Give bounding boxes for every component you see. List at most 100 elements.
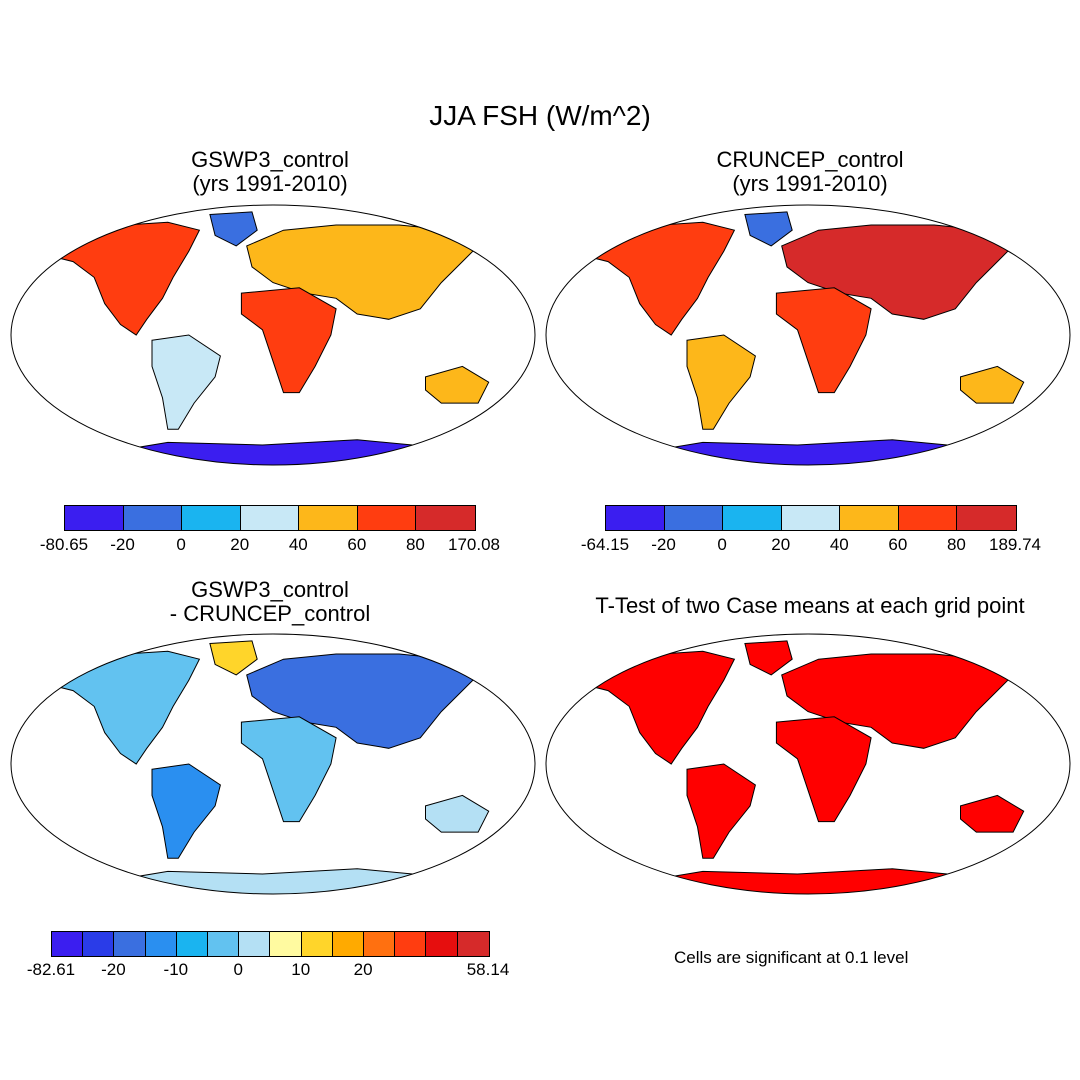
colorbar-swatch bbox=[299, 506, 358, 530]
map-border bbox=[10, 633, 536, 895]
main-title: JJA FSH (W/m^2) bbox=[429, 100, 651, 131]
colorbar-tick-label: -80.65 bbox=[39, 535, 89, 554]
colorbar-tick-label: 189.74 bbox=[989, 535, 1041, 554]
continent-south-america bbox=[151, 763, 221, 859]
continent-greenland bbox=[209, 211, 258, 247]
colorbar-swatch bbox=[416, 506, 475, 530]
panel-4-title: T-Test of two Case means at each grid po… bbox=[545, 594, 1075, 618]
continent-greenland bbox=[744, 211, 793, 247]
colorbar-tick-label: 60 bbox=[347, 535, 367, 554]
panel-1-map bbox=[10, 204, 536, 466]
colorbar-tick-label: -82.61 bbox=[26, 960, 76, 979]
colorbar-swatch bbox=[114, 932, 146, 956]
map-border bbox=[10, 204, 536, 466]
colorbar-tick-label: 40 bbox=[829, 535, 849, 554]
panel-1-title-line2: (yrs 1991-2010) bbox=[192, 171, 348, 196]
continent-australia bbox=[960, 794, 1025, 833]
panel-1-title: GSWP3_control (yrs 1991-2010) bbox=[120, 148, 420, 196]
colorbar-tick-label: 0 bbox=[233, 960, 244, 979]
colorbar-tick-label: 170.08 bbox=[448, 535, 500, 554]
continent-australia bbox=[425, 794, 490, 833]
colorbar-tick-label: 0 bbox=[717, 535, 727, 554]
panel-4-map bbox=[545, 633, 1071, 895]
continent-europe-asia bbox=[781, 224, 1020, 320]
colorbar-tick-label: -64.15 bbox=[580, 535, 630, 554]
continent-europe-asia bbox=[246, 653, 485, 749]
panel-3-colorbar bbox=[51, 931, 490, 957]
colorbar-swatch bbox=[357, 506, 417, 530]
panel-1-colorbar-labels: -80.65 -20 0 20 40 60 80 170.08 bbox=[40, 535, 500, 555]
panel-3-map bbox=[10, 633, 536, 895]
continent-north-america bbox=[575, 650, 736, 765]
continent-australia bbox=[425, 365, 490, 404]
panel-1-title-line1: GSWP3_control bbox=[191, 147, 349, 172]
panel-2-map bbox=[545, 204, 1071, 466]
continent-north-america bbox=[575, 221, 736, 336]
continent-south-america bbox=[686, 334, 756, 430]
colorbar-swatch bbox=[301, 932, 333, 956]
colorbar-swatch bbox=[426, 932, 458, 956]
colorbar-swatch bbox=[176, 932, 209, 956]
colorbar-swatch bbox=[457, 932, 489, 956]
colorbar-tick-label: 10 bbox=[291, 960, 311, 979]
continent-antarctica bbox=[83, 868, 474, 894]
colorbar-swatch bbox=[332, 932, 365, 956]
colorbar-swatch bbox=[52, 932, 84, 956]
panel-2-colorbar bbox=[605, 505, 1017, 531]
colorbar-tick-label: 40 bbox=[288, 535, 308, 554]
panel-4-title-line1: T-Test of two Case means at each grid po… bbox=[595, 593, 1025, 618]
continent-greenland bbox=[209, 640, 258, 676]
continent-europe-asia bbox=[246, 224, 485, 320]
colorbar-tick-label: 80 bbox=[405, 535, 425, 554]
panel-3-title-line2: - CRUNCEP_control bbox=[169, 601, 371, 626]
colorbar-swatch bbox=[182, 506, 241, 530]
colorbar-swatch bbox=[957, 506, 1016, 530]
colorbar-tick-label: 20 bbox=[230, 535, 250, 554]
colorbar-tick-label: 60 bbox=[888, 535, 908, 554]
colorbar-swatch bbox=[395, 932, 427, 956]
panel-2-title: CRUNCEP_control (yrs 1991-2010) bbox=[660, 148, 960, 196]
colorbar-swatch bbox=[840, 506, 899, 530]
colorbar-tick-label: 20 bbox=[353, 960, 373, 979]
colorbar-swatch bbox=[123, 506, 183, 530]
colorbar-swatch bbox=[240, 506, 300, 530]
colorbar-swatch bbox=[83, 932, 115, 956]
continent-north-america bbox=[40, 221, 201, 336]
map-border bbox=[545, 204, 1071, 466]
panel-2-title-line1: CRUNCEP_control bbox=[716, 147, 904, 172]
continent-australia bbox=[960, 365, 1025, 404]
continent-greenland bbox=[744, 640, 793, 676]
colorbar-swatch bbox=[723, 506, 782, 530]
colorbar-swatch bbox=[898, 506, 958, 530]
colorbar-swatch bbox=[208, 932, 240, 956]
continent-antarctica bbox=[618, 439, 1009, 465]
colorbar-tick-label: -20 bbox=[101, 960, 126, 979]
continent-europe-asia bbox=[781, 653, 1020, 749]
colorbar-swatch bbox=[270, 932, 302, 956]
panel-2-colorbar-labels: -64.15 -20 0 20 40 60 80 189.74 bbox=[581, 535, 1041, 555]
colorbar-swatch bbox=[781, 506, 841, 530]
colorbar-tick-label: -10 bbox=[163, 960, 189, 979]
colorbar-tick-label: 20 bbox=[771, 535, 791, 554]
panel-1-colorbar bbox=[64, 505, 476, 531]
continent-africa bbox=[240, 716, 337, 823]
continent-south-america bbox=[686, 763, 756, 859]
continent-africa bbox=[775, 716, 872, 823]
continent-north-america bbox=[40, 650, 201, 765]
map-border bbox=[545, 633, 1071, 895]
continent-antarctica bbox=[83, 439, 474, 465]
colorbar-tick-label: 0 bbox=[176, 535, 186, 554]
colorbar-swatch bbox=[145, 932, 177, 956]
colorbar-tick-label: 80 bbox=[946, 535, 966, 554]
continent-south-america bbox=[151, 334, 221, 430]
continent-africa bbox=[775, 287, 872, 394]
colorbar-swatch bbox=[65, 506, 124, 530]
panel-3-colorbar-labels: -82.61 -20 -10 0 10 20 58.14 bbox=[27, 960, 509, 980]
colorbar-swatch bbox=[606, 506, 665, 530]
significance-note: Cells are significant at 0.1 level bbox=[674, 948, 909, 967]
continent-africa bbox=[240, 287, 337, 394]
panel-3-title: GSWP3_control - CRUNCEP_control bbox=[120, 578, 420, 626]
panel-3-title-line1: GSWP3_control bbox=[191, 577, 349, 602]
colorbar-swatch bbox=[664, 506, 724, 530]
colorbar-swatch bbox=[364, 932, 396, 956]
